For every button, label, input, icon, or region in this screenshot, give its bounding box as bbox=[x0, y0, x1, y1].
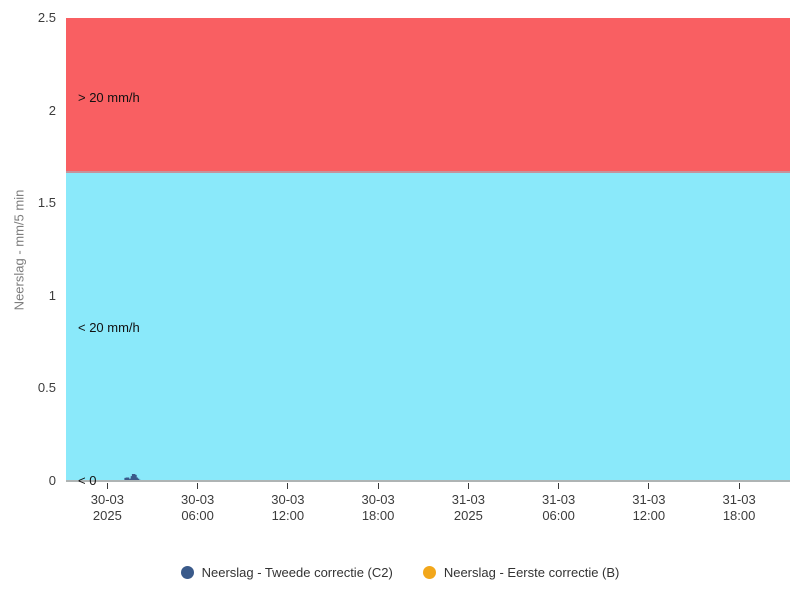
legend-item-label: Neerslag - Tweede correctie (C2) bbox=[201, 564, 393, 580]
x-axis-tick bbox=[648, 483, 650, 489]
x-tick-date: 31-03 bbox=[451, 492, 485, 507]
x-axis-tick-label: 31-03 12:00 bbox=[604, 492, 694, 524]
band-lt20 bbox=[66, 172, 790, 481]
band-label-lt0: < 0 bbox=[78, 473, 97, 488]
x-tick-date: 31-03 bbox=[541, 492, 576, 507]
y-axis-tick-label: 0.5 bbox=[37, 380, 56, 396]
x-tick-time: 12:00 bbox=[271, 508, 305, 523]
band-label-lt20: < 20 mm/h bbox=[78, 320, 140, 336]
x-tick-time: 2025 bbox=[453, 508, 483, 523]
x-tick-date: 31-03 bbox=[722, 492, 756, 507]
x-tick-time: 06:00 bbox=[181, 508, 214, 523]
y-axis-tick-label: 1.5 bbox=[37, 195, 56, 211]
x-tick-date: 30-03 bbox=[90, 492, 124, 507]
x-tick-date: 30-03 bbox=[271, 492, 305, 507]
legend-item-tweede-correctie-c2[interactable]: Neerslag - Tweede correctie (C2) bbox=[180, 564, 393, 580]
series-b-dot-icon bbox=[422, 565, 436, 579]
x-tick-time: 2025 bbox=[92, 508, 122, 523]
y-axis-tick-label: 2 bbox=[48, 102, 56, 118]
y-axis-tick-label: 0 bbox=[48, 473, 56, 488]
x-axis-tick bbox=[467, 483, 469, 489]
y-axis-tick-label: 1 bbox=[48, 287, 56, 303]
band-label-gt20: > 20 mm/h bbox=[78, 89, 140, 105]
x-axis-tick-label: 31-03 06:00 bbox=[514, 492, 604, 524]
band-divider-line bbox=[66, 171, 790, 174]
series-c2-dot-icon bbox=[180, 565, 194, 579]
x-axis-tick-label: 30-03 12:00 bbox=[243, 492, 333, 524]
x-tick-time: 06:00 bbox=[542, 508, 575, 523]
band-gt20 bbox=[66, 18, 790, 173]
x-axis-tick-label: 30-03 2025 bbox=[62, 492, 152, 524]
x-tick-date: 30-03 bbox=[180, 492, 215, 507]
legend-item-eerste-correctie-b[interactable]: Neerslag - Eerste correctie (B) bbox=[422, 564, 620, 580]
x-tick-time: 18:00 bbox=[361, 508, 395, 523]
x-axis-line bbox=[66, 479, 790, 482]
x-axis-tick bbox=[558, 483, 560, 489]
x-tick-time: 18:00 bbox=[722, 508, 756, 523]
x-axis-tick-label: 30-03 18:00 bbox=[333, 492, 423, 524]
legend-item-label: Neerslag - Eerste correctie (B) bbox=[443, 564, 620, 580]
x-axis-tick bbox=[377, 483, 379, 489]
x-tick-date: 30-03 bbox=[361, 492, 395, 507]
y-axis-tick-label: 2.5 bbox=[37, 10, 56, 25]
x-axis-tick-label: 31-03 18:00 bbox=[694, 492, 784, 524]
x-axis-tick-label: 31-03 2025 bbox=[423, 492, 513, 524]
x-axis-tick bbox=[106, 483, 108, 489]
x-axis-tick bbox=[287, 483, 289, 489]
x-tick-date: 31-03 bbox=[632, 492, 666, 507]
x-axis-tick bbox=[738, 483, 740, 489]
x-tick-time: 12:00 bbox=[632, 508, 666, 523]
x-axis-tick-label: 30-03 06:00 bbox=[153, 492, 243, 524]
legend: Neerslag - Tweede correctie (C2) Neersla… bbox=[0, 562, 800, 582]
x-axis-tick bbox=[197, 483, 199, 489]
